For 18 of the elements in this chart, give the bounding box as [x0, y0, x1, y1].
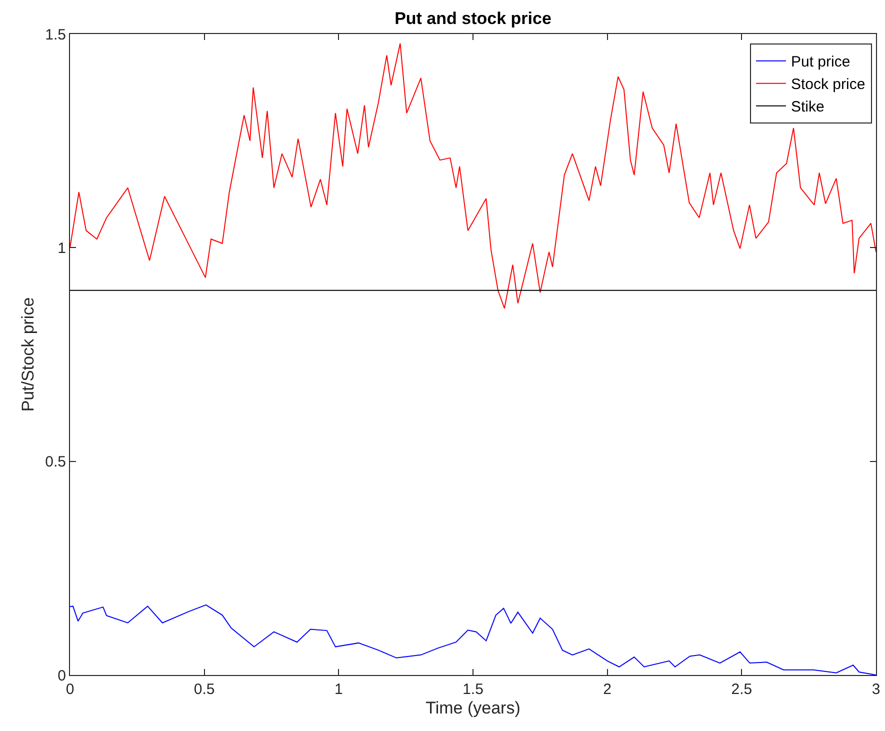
x-tick-label: 0.5 — [194, 681, 215, 698]
line-series — [70, 42, 876, 309]
x-tick-label: 2 — [603, 681, 612, 698]
legend-label: Put price — [790, 54, 850, 71]
y-tick-label: 0.5 — [45, 454, 66, 471]
x-tick-label: 1 — [334, 681, 343, 698]
line-series — [70, 604, 876, 675]
y-tick-label: 1.5 — [45, 26, 66, 44]
y-tick-label: 1 — [58, 240, 66, 257]
y-tick-label: 0 — [58, 667, 66, 684]
x-tick-label: 3 — [872, 681, 880, 698]
x-axis-title: Time (years) — [426, 698, 520, 718]
chart-title: Put and stock price — [394, 9, 552, 28]
x-tick-label: 2.5 — [731, 681, 752, 698]
legend-label: Stock price — [790, 76, 866, 94]
x-tick-label: 1.5 — [462, 681, 484, 698]
legend-label: Stike — [790, 98, 824, 116]
y-axis-title: Put/Stock price — [18, 297, 38, 412]
